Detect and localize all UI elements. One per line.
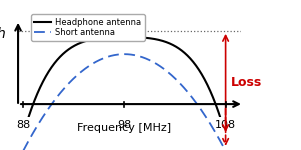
Legend: Headphone antenna, Short antenna: Headphone antenna, Short antenna (31, 14, 145, 41)
Text: Loss: Loss (231, 76, 262, 89)
Text: h: h (0, 27, 5, 41)
Text: Frequency [MHz]: Frequency [MHz] (77, 123, 172, 133)
